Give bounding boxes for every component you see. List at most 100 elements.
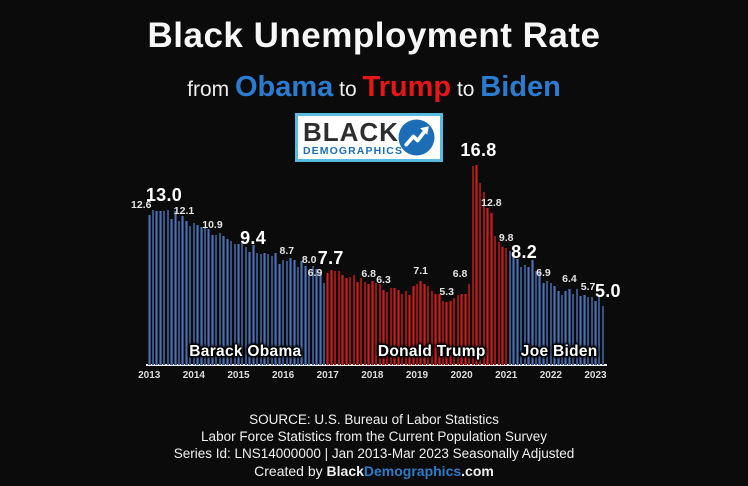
year-label-2015: 2015 <box>227 370 250 381</box>
bar-2022-10 <box>583 294 586 365</box>
subtitle-obama: Obama <box>234 71 334 103</box>
bar-2015-06 <box>255 253 259 365</box>
bar-2022-05 <box>564 291 567 365</box>
bar-2015-08 <box>263 253 266 365</box>
bar-2016-07 <box>304 266 307 365</box>
bar-2015-10 <box>270 255 274 365</box>
logo-word-black: BLACK <box>302 116 399 147</box>
bar-2015-07 <box>259 254 263 365</box>
bar-2014-04 <box>203 228 207 365</box>
bar-2013-06 <box>166 210 170 365</box>
subtitle: from Obama to Trump to Biden <box>0 71 748 104</box>
bar-2020-03 <box>467 284 471 365</box>
footer: SOURCE: U.S. Bureau of Labor Statistics … <box>0 411 748 480</box>
year-label-2020: 2020 <box>450 370 473 381</box>
bar-2013-05 <box>162 211 166 365</box>
value-label-12.6: 12.6 <box>131 199 152 212</box>
bar-2022-08 <box>575 288 579 365</box>
year-label-2023: 2023 <box>584 370 607 381</box>
bar-2022-06 <box>568 288 571 365</box>
bar-2021-01 <box>504 248 508 365</box>
value-label-6.8: 6.8 <box>452 268 468 281</box>
bar-2020-11 <box>497 242 501 365</box>
bar-2022-01 <box>549 282 553 365</box>
bar-2016-04 <box>293 260 296 365</box>
bar-2018-09 <box>400 293 404 365</box>
year-label-2018: 2018 <box>361 370 384 381</box>
source-line-2: Labor Force Statistics from the Current … <box>201 429 547 444</box>
era-label-donald-trump: Donald Trump <box>377 343 486 360</box>
value-label-7.7: 7.7 <box>317 248 344 269</box>
value-label-8.0: 8.0 <box>301 253 317 266</box>
source-line-1: SOURCE: U.S. Bureau of Labor Statistics <box>249 412 499 427</box>
bar-2023-03 <box>601 305 605 365</box>
bar-2019-09 <box>445 301 448 365</box>
bar-2016-09 <box>311 266 315 365</box>
bar-2016-01 <box>281 260 285 365</box>
bar-2021-08 <box>531 260 534 365</box>
bar-2015-04 <box>248 251 251 365</box>
bar-2015-12 <box>278 263 281 365</box>
bar-2021-10 <box>538 270 541 365</box>
bar-2013-11 <box>185 221 188 365</box>
bar-2017-11 <box>363 281 367 365</box>
bar-2015-05 <box>252 244 255 365</box>
bar-2017-12 <box>367 284 370 365</box>
bar-2022-02 <box>553 286 556 365</box>
value-label-6.8: 6.8 <box>361 268 376 281</box>
bar-2014-03 <box>200 226 203 365</box>
bar-2021-04 <box>516 259 519 365</box>
bar-2021-03 <box>512 253 515 365</box>
value-label-6.9: 6.9 <box>536 266 551 279</box>
bar-2017-10 <box>359 278 363 365</box>
year-label-2022: 2022 <box>539 370 562 381</box>
bar-2019-02 <box>419 280 422 365</box>
bar-2020-10 <box>493 236 497 365</box>
bar-2020-01 <box>460 293 463 365</box>
bar-2015-02 <box>240 242 244 365</box>
bar-2022-03 <box>557 291 560 365</box>
bar-2020-06 <box>478 182 482 365</box>
bar-2013-02 <box>151 210 155 365</box>
bar-2016-05 <box>296 267 300 365</box>
bar-2022-07 <box>571 293 575 365</box>
bar-2019-03 <box>423 284 426 365</box>
bar-2015-11 <box>274 253 277 365</box>
bar-2018-05 <box>385 292 389 365</box>
bar-2021-09 <box>534 270 538 365</box>
credit-demographics: Demographics <box>363 463 462 479</box>
bar-2013-03 <box>155 211 158 365</box>
bar-2015-09 <box>266 254 270 365</box>
bar-2023-02 <box>597 297 601 365</box>
bar-2014-06 <box>211 235 214 365</box>
bar-2020-02 <box>464 293 467 365</box>
bar-2018-01 <box>371 280 374 365</box>
year-label-2021: 2021 <box>495 370 518 381</box>
bar-2018-06 <box>389 287 393 365</box>
bar-2017-01 <box>326 273 329 365</box>
bar-2016-06 <box>300 261 303 365</box>
subtitle-to-2: to <box>451 78 481 101</box>
bar-2014-05 <box>207 229 210 365</box>
value-label-12.8: 12.8 <box>481 196 502 209</box>
era-label-barack-obama: Barack Obama <box>189 343 302 360</box>
logo-word-demographics: DEMOGRAPHICS <box>302 144 404 157</box>
bar-2013-10 <box>181 216 184 365</box>
bar-2013-01 <box>148 215 151 365</box>
bar-2021-05 <box>519 267 523 365</box>
bar-2017-02 <box>330 269 333 365</box>
bar-2017-04 <box>337 270 341 365</box>
bar-2019-04 <box>426 286 430 365</box>
bar-2014-11 <box>229 241 233 365</box>
bar-2014-01 <box>192 223 196 365</box>
bar-2019-01 <box>415 284 419 365</box>
bar-2014-08 <box>218 232 222 365</box>
bar-2016-12 <box>322 282 326 365</box>
bar-2020-08 <box>486 207 489 365</box>
bar-2017-07 <box>348 276 352 365</box>
bar-2022-09 <box>579 295 582 365</box>
bar-2020-07 <box>482 192 486 365</box>
bar-2019-10 <box>449 300 452 365</box>
bar-2016-02 <box>285 261 289 365</box>
